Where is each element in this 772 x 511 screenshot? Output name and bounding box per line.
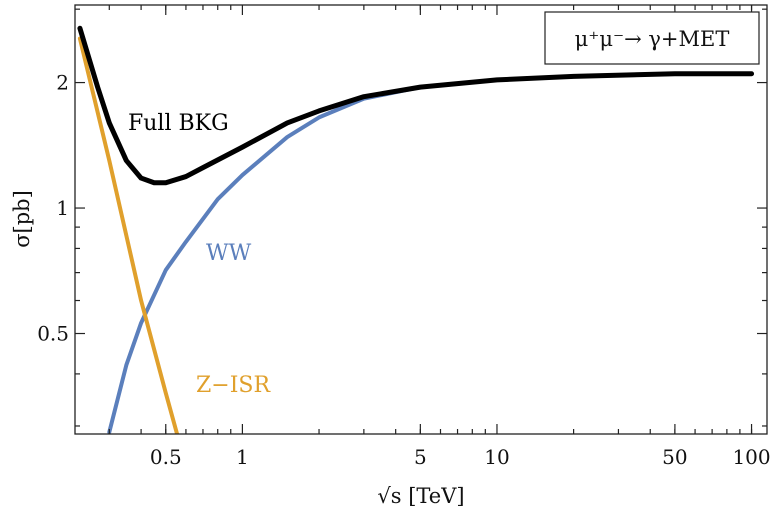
x-tick-label: 100 xyxy=(732,445,770,469)
x-tick-label: 10 xyxy=(484,445,509,469)
series-line-z-isr xyxy=(77,36,180,434)
process-annotation: μ⁺μ⁻→ γ+MET xyxy=(544,11,760,65)
y-tick-label: 2 xyxy=(56,71,69,95)
label-ww: WW xyxy=(206,241,252,266)
x-axis-title: √s [TeV] xyxy=(377,484,464,508)
label-zisr: Z−ISR xyxy=(196,373,271,398)
plot-frame xyxy=(74,4,768,435)
label-full-bkg: Full BKG xyxy=(128,111,229,136)
x-tick-label: 5 xyxy=(414,445,427,469)
series-layer xyxy=(77,25,755,434)
ticks-layer: 0.5 1 5 10 50 100 0.5 1 2 xyxy=(37,5,771,469)
x-tick-label: 50 xyxy=(662,445,687,469)
annotation-text: μ⁺μ⁻→ γ+MET xyxy=(575,27,730,51)
y-tick-label: 1 xyxy=(56,196,69,220)
y-axis-title: σ[pb] xyxy=(10,190,34,248)
x-tick-label: 0.5 xyxy=(150,445,182,469)
series-line-full-bkg xyxy=(77,25,755,186)
annotation-box xyxy=(544,11,760,65)
x-tick-label: 1 xyxy=(236,445,249,469)
y-tick-label: 0.5 xyxy=(37,322,69,346)
